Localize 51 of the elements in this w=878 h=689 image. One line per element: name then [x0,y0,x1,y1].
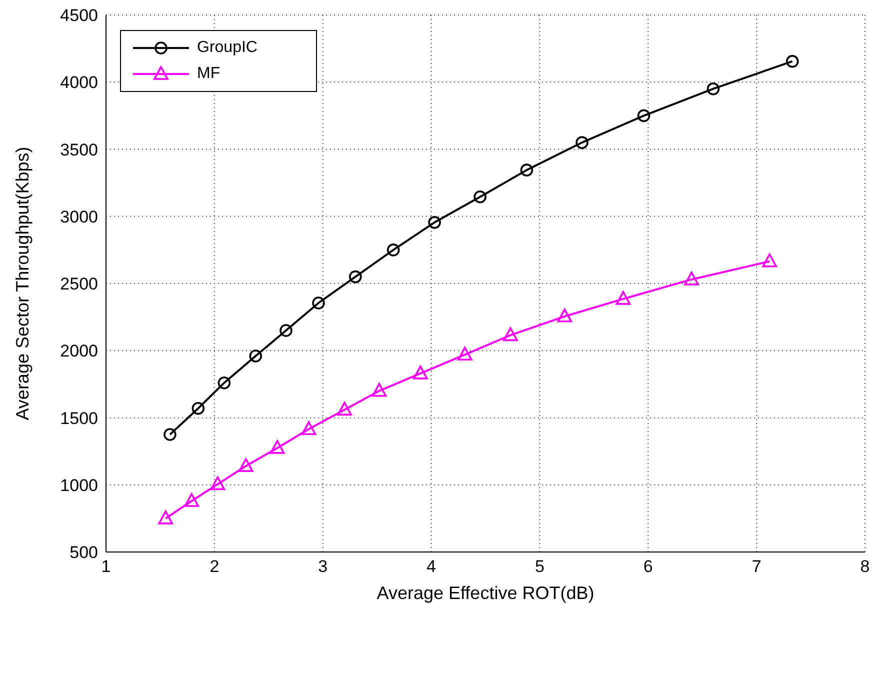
point [684,272,699,286]
point [503,327,518,342]
point [218,376,231,390]
x-tick-label: 1 [101,557,111,576]
y-tick-label: 4500 [60,6,98,26]
point [348,270,362,284]
legend-label: MF [197,65,220,83]
point [576,136,588,149]
point [616,291,631,305]
point [706,82,720,96]
point [210,476,226,490]
point [301,421,316,436]
x-tick-label: 2 [210,557,220,576]
point [762,253,777,268]
y-tick-label: 500 [70,543,98,562]
y-tick-label: 1500 [60,408,98,428]
point [337,402,352,416]
y-tick-label: 3500 [60,140,98,160]
point [637,109,650,122]
x-tick-label: 6 [643,557,653,576]
point [458,346,472,361]
point [312,296,325,310]
y-axis-title: Average Sector Throughput(Kbps) [12,146,32,420]
y-tick-label: 2500 [60,274,98,294]
point [413,366,428,380]
point [270,440,285,454]
x-tick-label: 5 [534,557,544,576]
point [557,308,572,322]
point [520,164,534,176]
y-tick-label: 3000 [60,207,98,226]
point [386,244,400,256]
point [249,350,262,362]
point [164,428,176,441]
point [158,510,174,524]
point [372,383,387,397]
x-tick-label: 8 [860,557,870,576]
point [192,402,205,415]
point [428,216,441,229]
point [238,458,254,472]
point [184,493,200,507]
x-tick-label: 4 [426,557,436,576]
x-tick-label: 3 [318,557,328,576]
point [280,324,292,337]
point [786,54,799,68]
y-tick-label: 1000 [60,476,98,495]
legend-label: GroupIC [197,39,258,57]
point [474,190,486,204]
x-tick-label: 7 [752,557,762,576]
y-tick-label: 4000 [60,73,98,92]
y-tick-label: 2000 [60,342,98,361]
x-axis-title: Average Effective ROT(dB) [376,583,594,603]
